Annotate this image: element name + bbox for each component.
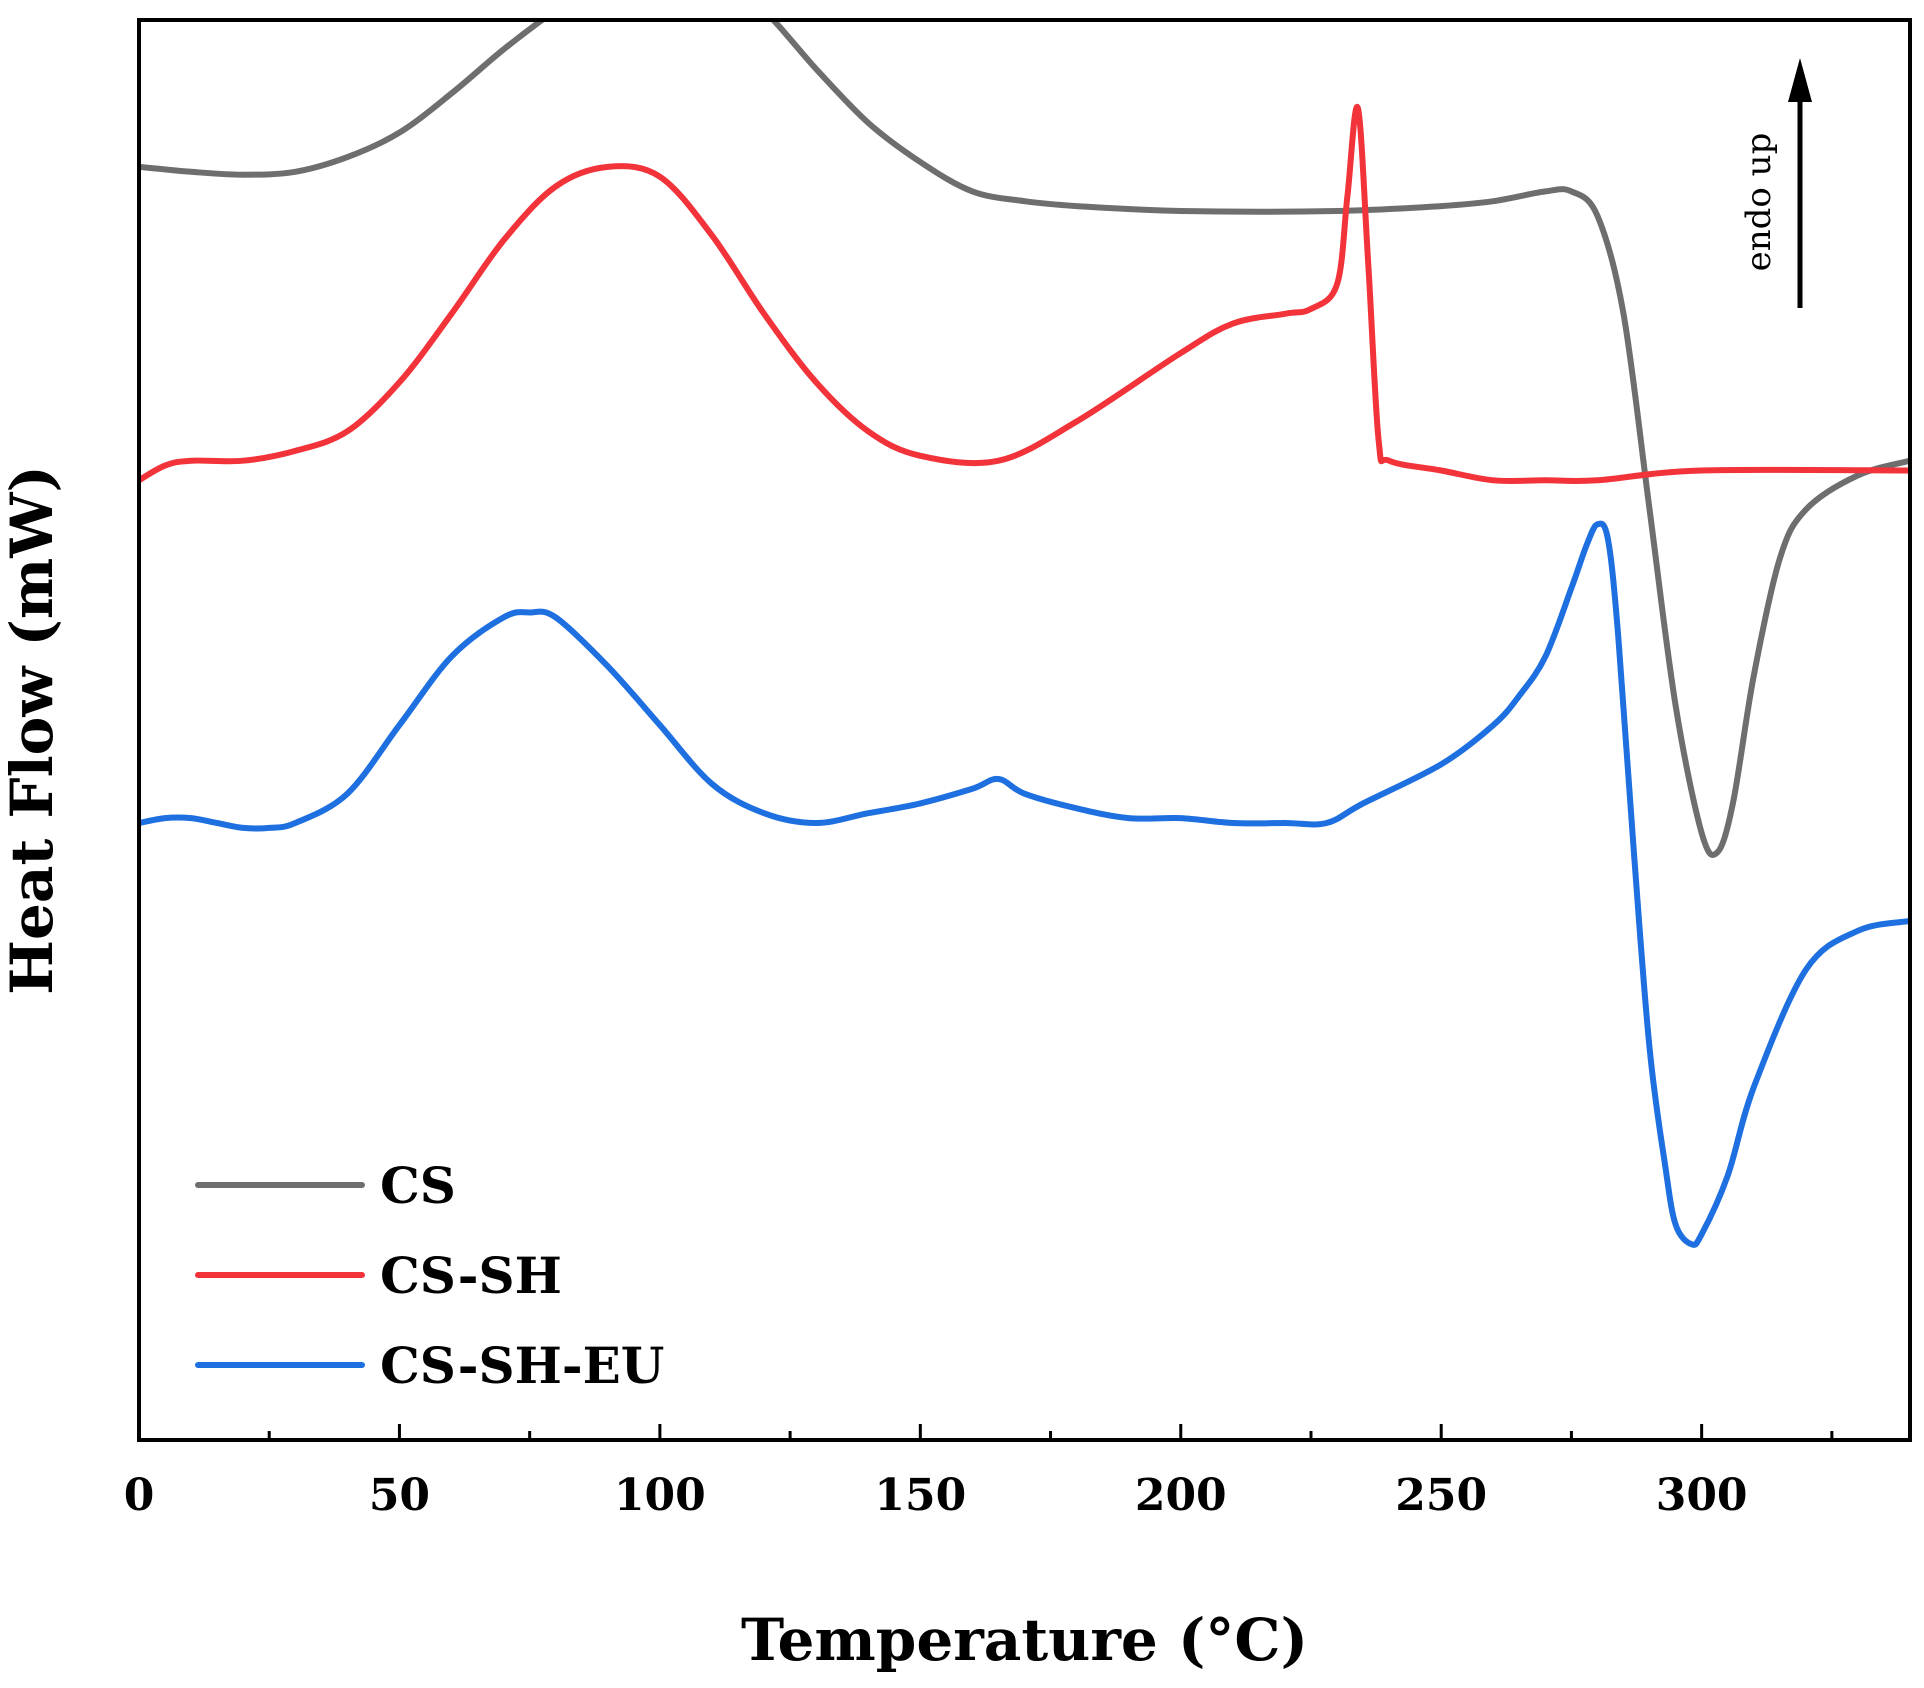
arrow-head-icon <box>1788 58 1812 102</box>
series-line-cs <box>139 20 1910 858</box>
series-line-cs-sh-eu <box>139 520 1910 1248</box>
series-line-cs-sh <box>139 103 1910 485</box>
plot-layer <box>139 20 1910 1248</box>
x-tick-label: 300 <box>1656 1470 1748 1521</box>
x-tick-label: 0 <box>124 1470 155 1521</box>
y-axis-title: Heat Flow (mW) <box>0 465 66 995</box>
x-tick-label: 200 <box>1135 1470 1227 1521</box>
legend-label: CS <box>380 1156 456 1215</box>
legend: CS CS-SH CS-SH-EU <box>195 1156 664 1395</box>
axis-layer: 0 50 100 150 200 250 300 <box>124 1424 1834 1521</box>
endo-up-label: endo up <box>1739 133 1779 272</box>
legend-label: CS-SH-EU <box>380 1336 664 1395</box>
x-tick-label: 150 <box>874 1470 966 1521</box>
endo-up-annotation: endo up <box>1739 58 1812 308</box>
plot-frame <box>137 18 1912 1442</box>
legend-label: CS-SH <box>380 1246 562 1305</box>
x-tick-label: 100 <box>614 1470 706 1521</box>
x-tick-label: 50 <box>369 1470 430 1521</box>
x-axis-title: Temperature (°C) <box>741 1606 1308 1674</box>
x-tick-label: 250 <box>1395 1470 1487 1521</box>
